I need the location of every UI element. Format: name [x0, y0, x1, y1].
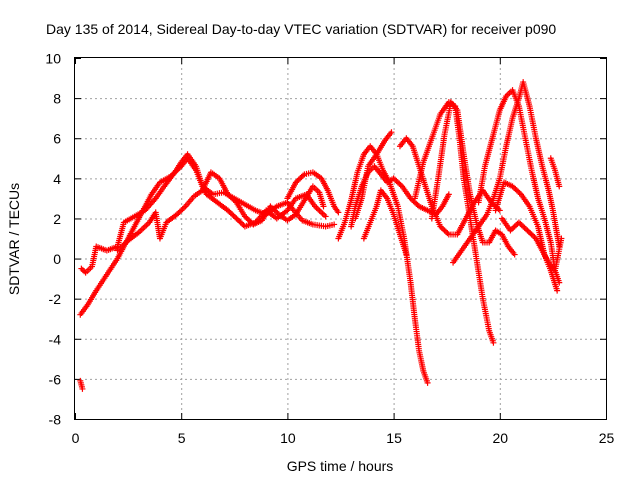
grid: [75, 58, 606, 419]
y-tick-label: 4: [53, 171, 61, 187]
data-point: [424, 379, 431, 386]
y-tick-label: 8: [53, 91, 61, 107]
y-tick-label: -8: [49, 412, 62, 428]
y-tick-label: 10: [45, 51, 61, 67]
x-axis-label: GPS time / hours: [287, 458, 394, 474]
x-tick-label: 10: [280, 430, 296, 446]
data-series: [77, 79, 565, 392]
series-track-1: [77, 377, 86, 392]
series-track-12: [428, 99, 518, 258]
chart-title: Day 135 of 2014, Sidereal Day-to-day VTE…: [46, 21, 556, 37]
x-tick-label: 15: [386, 430, 402, 446]
series-track-13: [450, 79, 563, 266]
series-track-4: [114, 169, 327, 254]
y-tick-label: -2: [49, 291, 62, 307]
y-tick-label: 6: [53, 131, 61, 147]
y-axis-label: SDTVAR / TECUs: [6, 183, 22, 295]
y-tick-label: 2: [53, 211, 61, 227]
data-point: [511, 251, 518, 258]
data-point: [320, 203, 327, 210]
data-point: [388, 129, 395, 136]
data-point: [322, 213, 329, 220]
data-point: [554, 287, 561, 294]
data-point: [335, 209, 342, 216]
data-point: [331, 221, 338, 228]
y-tick-label: -4: [49, 331, 62, 347]
data-point: [558, 235, 565, 242]
x-tick-label: 0: [72, 430, 80, 446]
data-point: [445, 191, 452, 198]
series-track-9: [360, 187, 410, 258]
y-tick-labels: -8 -6 -4 -2 0 2 4 6 8 10: [45, 51, 61, 428]
data-point: [403, 251, 410, 258]
series-track-8: [352, 129, 395, 222]
data-point: [490, 339, 497, 346]
data-point: [79, 385, 86, 392]
series-track-17: [547, 155, 563, 190]
x-tick-labels: 0 5 10 15 20 25: [72, 430, 615, 446]
y-tick-label: -6: [49, 371, 62, 387]
x-tick-label: 25: [599, 430, 615, 446]
series-track-5: [284, 169, 342, 216]
data-point: [556, 183, 563, 190]
x-tick-label: 5: [178, 430, 186, 446]
y-tick-label: 0: [53, 251, 61, 267]
series-track-16: [498, 215, 565, 274]
plot-frame: [74, 57, 607, 420]
x-tick-label: 20: [493, 430, 509, 446]
